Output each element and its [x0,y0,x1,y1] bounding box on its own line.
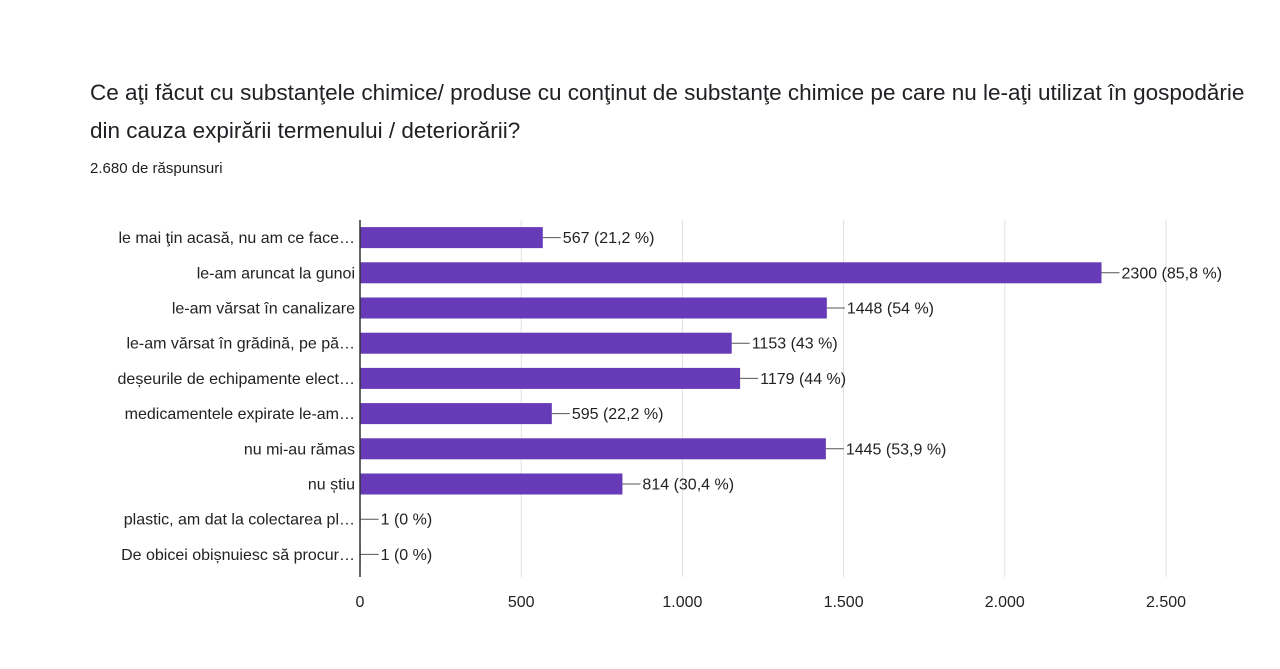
value-label: 1445 (53,9 %) [846,441,947,458]
bar [360,438,826,460]
x-tick-label: 500 [508,594,535,611]
category-label: le-am vărsat în grădină, pe pă… [126,336,355,353]
x-tick-label: 2.000 [985,594,1025,611]
category-label: plastic, am dat la colectarea pl… [124,512,355,529]
value-label: 2300 (85,8 %) [1122,265,1223,282]
category-label: De obicei obișnuiesc să procur… [121,547,355,564]
category-label: deșeurile de echipamente elect… [118,371,355,388]
value-label: 1179 (44 %) [760,371,846,388]
value-label: 595 (22,2 %) [572,406,664,423]
bar [360,332,732,354]
bar [360,227,543,249]
value-label: 1153 (43 %) [752,336,838,353]
value-label: 1448 (54 %) [847,301,934,318]
value-label: 1 (0 %) [381,547,433,564]
category-label: le mai ţin acasă, nu am ce face… [118,230,355,247]
bar [360,262,1102,284]
bar [360,403,552,425]
value-label: 567 (21,2 %) [563,230,655,247]
bar [360,297,827,319]
value-label: 1 (0 %) [381,512,433,529]
response-count: 2.680 de răspunsuri [90,160,223,177]
category-label: le-am aruncat la gunoi [197,265,355,282]
category-label: nu știu [308,477,355,494]
x-tick-label: 1.000 [662,594,702,611]
category-label: nu mi-au rămas [244,441,355,458]
question-title: Ce aţi făcut cu substanţele chimice/ pro… [90,80,1245,143]
value-label: 814 (30,4 %) [642,477,734,494]
category-label: medicamentele expirate le-am… [125,406,355,423]
category-label: le-am vărsat în canalizare [172,301,355,318]
bar [360,473,623,495]
bar [360,367,741,389]
x-tick-label: 1.500 [824,594,864,611]
x-tick-label: 2.500 [1146,594,1186,611]
x-tick-label: 0 [356,594,365,611]
